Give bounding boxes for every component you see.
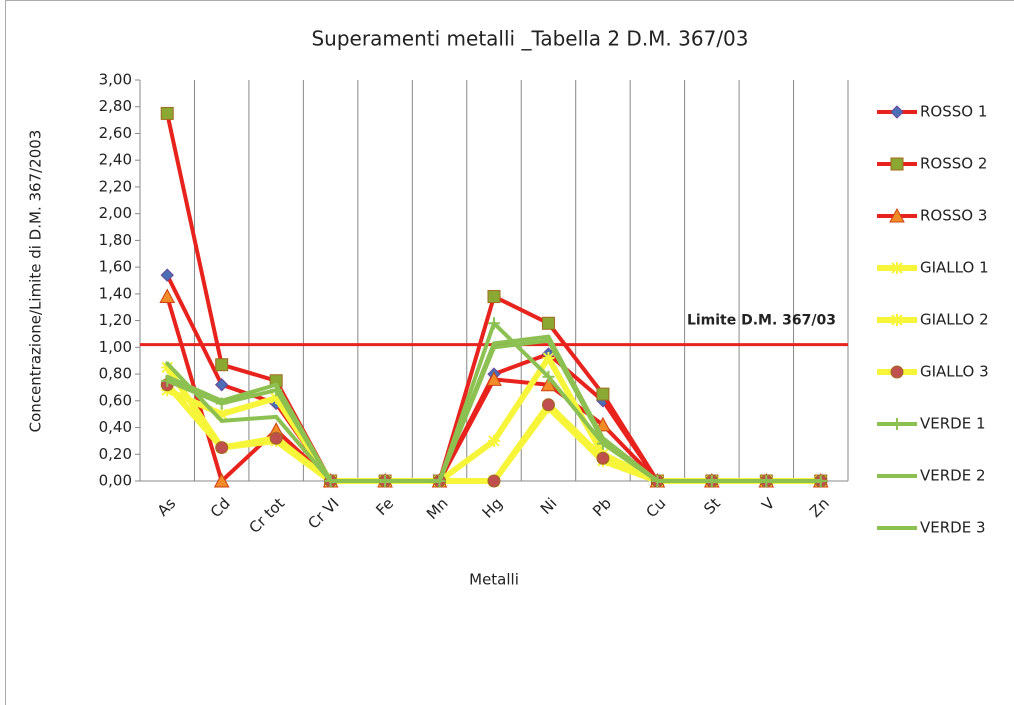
marker — [542, 370, 555, 383]
y-tick-label: 1,20 — [99, 311, 132, 329]
marker — [596, 387, 610, 401]
point — [383, 479, 388, 483]
point — [437, 479, 442, 483]
y-tick-label: 0,40 — [99, 418, 132, 436]
marker — [160, 268, 174, 282]
legend-label: GIALLO 3 — [920, 363, 989, 381]
y-tick-label: 0,80 — [99, 365, 132, 383]
y-tick-label: 2,20 — [99, 177, 132, 195]
x-tick-label: Zn — [806, 494, 833, 521]
point — [165, 374, 170, 379]
marker — [160, 106, 174, 120]
line — [165, 338, 821, 483]
point — [600, 436, 605, 441]
y-tick-label: 1,60 — [99, 258, 132, 276]
y-tick-label: 0,20 — [99, 445, 132, 463]
legend-label: ROSSO 1 — [920, 103, 987, 121]
x-tick-label: Pb — [589, 494, 615, 520]
legend-label: VERDE 2 — [920, 467, 986, 485]
x-tick-label: Hg — [479, 494, 506, 521]
marker — [161, 361, 174, 374]
marker — [486, 371, 502, 386]
legend-label: ROSSO 3 — [920, 207, 987, 225]
point — [764, 479, 769, 483]
chart-title: Superamenti metalli _Tabella 2 D.M. 367/… — [311, 27, 748, 51]
marker — [891, 262, 903, 274]
y-tick-label: 0,60 — [99, 391, 132, 409]
series — [165, 334, 823, 483]
marker — [891, 314, 903, 326]
point — [818, 479, 823, 483]
marker — [541, 398, 555, 412]
y-tick-label: 2,00 — [99, 204, 132, 222]
x-tick-label: Fe — [372, 494, 397, 519]
marker — [215, 358, 229, 372]
marker — [542, 352, 555, 365]
legend-label: ROSSO 2 — [920, 155, 987, 173]
x-tick-label: Cr tot — [245, 494, 288, 537]
marker — [270, 392, 283, 405]
point — [165, 361, 170, 366]
x-tick-label: Mn — [423, 494, 452, 523]
x-tick-label: St — [700, 494, 724, 518]
legend-label: VERDE 1 — [920, 415, 986, 433]
marker — [541, 316, 555, 330]
point — [655, 479, 660, 483]
x-tick-label: As — [154, 494, 180, 520]
marker — [891, 418, 903, 430]
marker — [596, 451, 610, 465]
point — [709, 479, 714, 483]
x-tick-label: Cu — [643, 494, 670, 521]
x-tick-label: V — [758, 494, 779, 515]
y-tick-label: 1,40 — [99, 284, 132, 302]
y-tick-label: 1,80 — [99, 231, 132, 249]
point — [219, 398, 224, 403]
y-tick-label: 3,00 — [99, 71, 132, 89]
marker — [269, 431, 283, 445]
marker — [215, 441, 229, 455]
point — [274, 382, 279, 387]
x-tick-label: Cd — [207, 494, 234, 521]
y-tick-label: 2,80 — [99, 97, 132, 115]
legend-label: VERDE 3 — [920, 519, 986, 537]
legend-label: GIALLO 2 — [920, 311, 989, 329]
x-tick-label: Ni — [537, 494, 561, 518]
marker — [159, 288, 176, 304]
marker — [540, 376, 557, 392]
marker — [488, 317, 500, 330]
series — [160, 106, 828, 488]
point — [546, 334, 551, 339]
x-tick-label: Cr VI — [304, 494, 342, 532]
marker — [890, 157, 904, 171]
marker — [487, 474, 501, 488]
point — [219, 418, 224, 423]
x-axis-label: Metalli — [469, 571, 519, 589]
reference-label: Limite D.M. 367/03 — [687, 313, 836, 329]
frame — [5, 0, 1014, 705]
y-tick-label: 0,00 — [99, 472, 132, 490]
marker — [890, 105, 904, 119]
y-tick-label: 2,40 — [99, 151, 132, 169]
marker — [487, 290, 501, 304]
point — [274, 414, 279, 419]
legend-label: GIALLO 1 — [920, 259, 989, 277]
marker — [890, 365, 904, 379]
marker — [214, 378, 229, 392]
point — [492, 341, 496, 346]
y-axis-label: Concentrazione/Limite di D.M. 367/2003 — [27, 130, 45, 433]
marker — [889, 207, 905, 223]
point — [328, 479, 333, 483]
y-tick-label: 1,00 — [99, 338, 132, 356]
marker — [215, 408, 228, 421]
marker — [213, 472, 230, 488]
line — [166, 334, 821, 483]
series — [165, 338, 823, 483]
marker — [488, 434, 500, 447]
y-tick-label: 2,60 — [99, 124, 132, 142]
